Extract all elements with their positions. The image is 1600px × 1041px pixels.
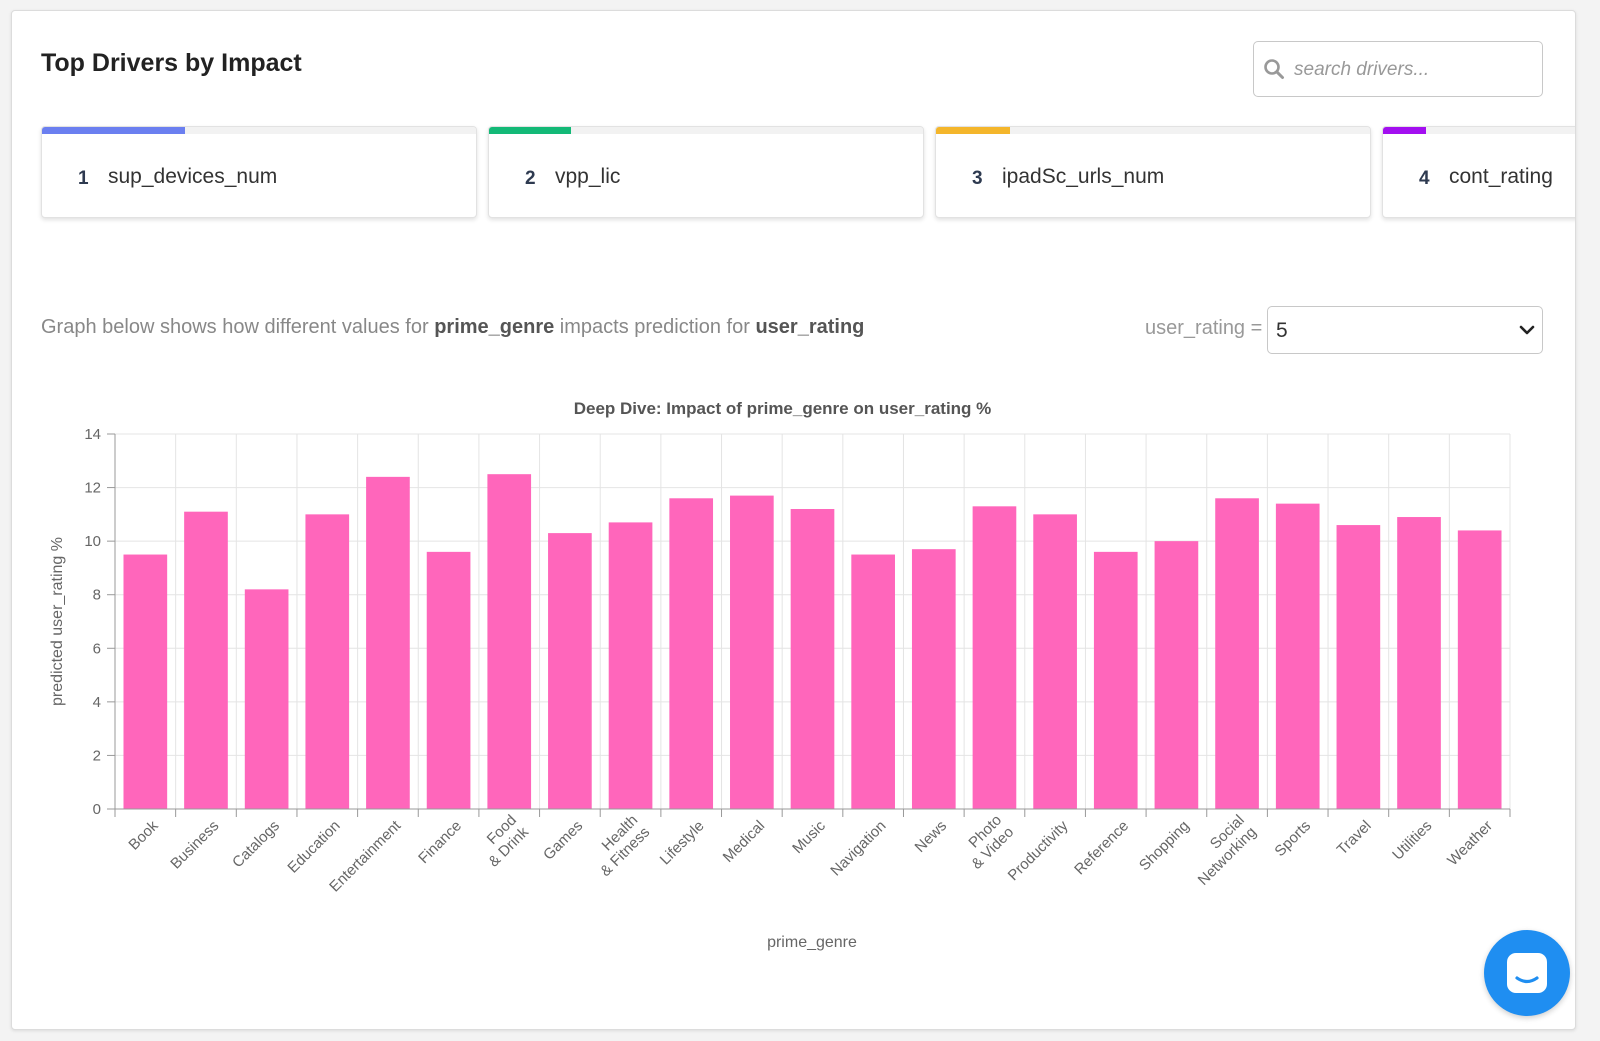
bar: [184, 511, 228, 809]
bar: [548, 533, 592, 809]
graph-caption: Graph below shows how different values f…: [41, 316, 864, 339]
driver-rank: 2: [525, 168, 536, 189]
bar: [608, 522, 653, 809]
x-tick-label: Reference: [1071, 817, 1132, 878]
bar: [1093, 551, 1138, 809]
x-tick-label: Book: [125, 817, 162, 854]
y-tick-label: 8: [93, 587, 101, 604]
bar: [851, 554, 895, 809]
x-tick-label: Lifestyle: [657, 817, 708, 868]
caption-middle: impacts prediction for: [554, 316, 756, 338]
y-tick-label: 0: [93, 801, 101, 818]
search-icon: [1263, 58, 1285, 85]
target-select-label: user_rating =: [1145, 317, 1263, 339]
search-box[interactable]: [1253, 41, 1543, 97]
x-tick-label: Music: [789, 817, 829, 857]
x-tick-label: Medical: [720, 817, 769, 866]
y-tick-label: 14: [84, 426, 101, 443]
y-tick-label: 4: [93, 694, 101, 711]
x-tick-label: Education: [284, 817, 343, 876]
x-tick-label: SocialNetworking: [1183, 812, 1260, 889]
x-tick-label: Utilities: [1389, 817, 1435, 863]
y-axis-label: predicted user_rating %: [49, 537, 66, 706]
impact-bar: [1383, 127, 1575, 134]
bar: [669, 498, 714, 809]
bar: [1033, 514, 1077, 809]
bar: [305, 514, 350, 809]
impact-bar-fill: [1383, 127, 1427, 134]
impact-bar-fill: [489, 127, 572, 134]
y-tick-label: 12: [84, 480, 101, 497]
driver-rank: 3: [972, 168, 983, 189]
driver-rank: 4: [1419, 168, 1430, 189]
x-tick-label: Games: [540, 817, 586, 863]
bar: [972, 506, 1017, 809]
caption-feature: prime_genre: [434, 316, 555, 338]
y-tick-label: 2: [93, 747, 101, 764]
x-tick-label: Travel: [1334, 817, 1375, 858]
x-tick-label: Health& Fitness: [585, 812, 653, 880]
driver-name: ipadSc_urls_num: [1002, 165, 1165, 188]
driver-card-1[interactable]: 1 sup_devices_num: [41, 126, 477, 218]
bar: [1215, 498, 1259, 809]
driver-name: sup_devices_num: [108, 165, 278, 188]
bar: [487, 474, 532, 809]
bar: [790, 509, 835, 809]
bar: [244, 589, 289, 809]
impact-bar-fill: [936, 127, 1010, 134]
driver-card-2[interactable]: 2 vpp_lic: [488, 126, 924, 218]
chevron-down-icon: [1519, 323, 1535, 341]
x-tick-label: Business: [167, 817, 222, 872]
y-tick-label: 10: [84, 533, 101, 550]
bar: [366, 476, 410, 809]
chat-button[interactable]: [1484, 930, 1570, 1016]
x-tick-label: Food& Drink: [473, 811, 532, 870]
impact-bar-fill: [42, 127, 186, 134]
bar: [1457, 530, 1502, 809]
impact-bar-chart: Deep Dive: Impact of prime_genre on user…: [49, 399, 1511, 951]
x-tick-label: Navigation: [827, 817, 889, 879]
x-tick-label: News: [912, 817, 951, 856]
chart-title: Deep Dive: Impact of prime_genre on user…: [574, 399, 992, 418]
caption-prefix: Graph below shows how different values f…: [41, 316, 435, 338]
x-tick-label: Sports: [1271, 817, 1314, 860]
x-tick-label: Productivity: [1005, 817, 1072, 884]
impact-bar: [42, 127, 476, 134]
driver-name: vpp_lic: [555, 165, 621, 188]
page-title: Top Drivers by Impact: [41, 49, 302, 77]
drivers-panel: Top Drivers by Impact 1 sup_devices_num …: [11, 10, 1576, 1030]
bar: [1275, 503, 1320, 809]
driver-card-3[interactable]: 3 ipadSc_urls_num: [935, 126, 1371, 218]
search-input[interactable]: [1292, 54, 1536, 86]
impact-bar: [936, 127, 1370, 134]
caption-target: user_rating: [755, 316, 865, 338]
y-tick-label: 6: [93, 640, 101, 657]
driver-name: cont_rating: [1449, 165, 1553, 188]
bar: [426, 551, 471, 809]
x-tick-label: Catalogs: [229, 817, 283, 871]
bar: [730, 495, 774, 809]
bar: [1397, 517, 1441, 809]
x-tick-label: Finance: [415, 817, 465, 867]
impact-bar: [489, 127, 923, 134]
selected-value: 5: [1276, 319, 1288, 342]
driver-rank: 1: [78, 168, 89, 189]
bar: [123, 554, 168, 809]
x-tick-label: Photo& Video: [956, 812, 1017, 873]
x-axis-label: prime_genre: [767, 934, 857, 951]
bar: [1154, 541, 1199, 809]
driver-card-4[interactable]: 4 cont_rating: [1382, 126, 1575, 218]
target-value-select[interactable]: 5: [1267, 306, 1543, 354]
x-tick-label: Shopping: [1136, 817, 1193, 874]
bar: [911, 549, 956, 809]
x-tick-label: Weather: [1444, 817, 1496, 869]
bar: [1336, 525, 1381, 809]
